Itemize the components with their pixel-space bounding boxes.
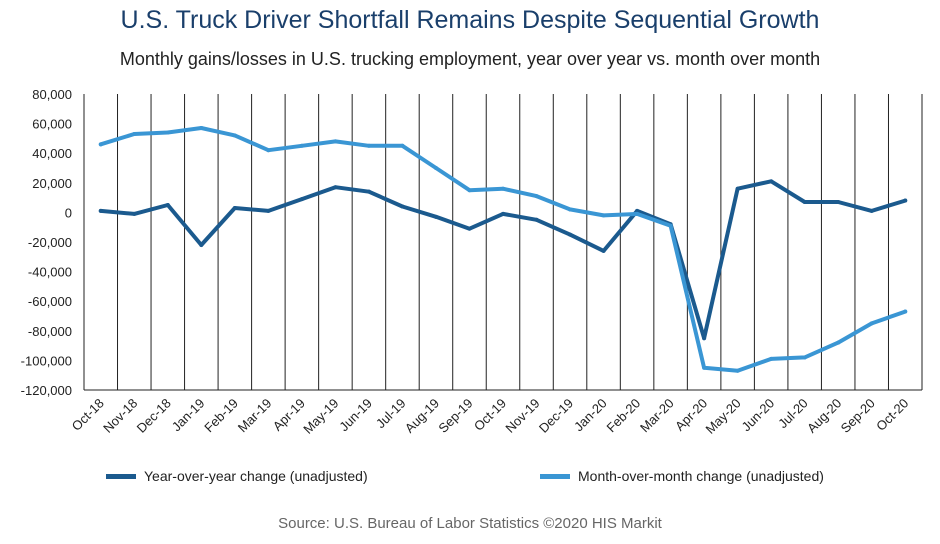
data-point-mom — [433, 166, 438, 170]
data-point-mom — [534, 194, 539, 199]
chart-subtitle: Monthly gains/losses in U.S. trucking em… — [119, 49, 821, 69]
data-point-yoy — [232, 205, 237, 210]
data-point-yoy — [836, 200, 841, 205]
x-tick-label: Jan-19 — [169, 396, 208, 435]
data-point-yoy — [467, 226, 472, 231]
data-point-mom — [232, 133, 237, 138]
data-point-mom — [903, 309, 908, 314]
data-point-mom — [635, 211, 640, 216]
data-point-mom — [568, 207, 573, 212]
data-point-yoy — [165, 203, 170, 207]
y-tick-label: 0 — [65, 205, 72, 220]
legend-swatch-mom — [540, 473, 570, 479]
data-point-mom — [98, 142, 103, 147]
data-point-mom — [802, 355, 807, 360]
legend-item-mom: Month-over-month change (unadjusted) — [540, 468, 824, 484]
data-point-yoy — [534, 217, 539, 222]
data-point-mom — [299, 143, 304, 148]
series-lines — [98, 126, 908, 373]
data-point-mom — [836, 340, 841, 345]
y-tick-label: 20,000 — [32, 176, 72, 191]
y-tick-label: -80,000 — [28, 324, 72, 339]
x-tick-label: Feb-20 — [603, 396, 643, 436]
x-tick-label: May-20 — [702, 396, 743, 437]
source-note: Source: U.S. Bureau of Labor Statistics … — [278, 515, 662, 532]
data-point-mom — [333, 139, 338, 144]
data-point-yoy — [869, 208, 874, 213]
y-tick-label: 80,000 — [32, 87, 72, 102]
data-point-yoy — [568, 232, 573, 237]
data-point-mom — [199, 126, 204, 131]
data-point-yoy — [802, 200, 807, 205]
x-tick-label: Dec-18 — [134, 396, 174, 436]
data-point-yoy — [903, 198, 908, 203]
data-point-mom — [467, 188, 472, 193]
x-tick-label: Jun-20 — [739, 396, 778, 435]
x-tick-label: Sep-20 — [838, 396, 878, 436]
x-tick-label: Jan-20 — [571, 396, 610, 435]
data-point-yoy — [735, 186, 740, 191]
x-tick-label: Aug-19 — [402, 396, 442, 436]
x-tick-label: Jun-19 — [336, 396, 375, 435]
data-point-mom — [132, 131, 137, 136]
x-tick-label: May-19 — [300, 396, 341, 437]
data-point-mom — [400, 143, 405, 148]
data-point-yoy — [98, 208, 103, 213]
x-tick-label: Sep-19 — [435, 396, 475, 436]
data-point-yoy — [333, 185, 338, 190]
x-tick-label: Aug-20 — [804, 396, 844, 436]
legend-label-mom: Month-over-month change (unadjusted) — [578, 468, 824, 484]
y-tick-label: -60,000 — [28, 294, 72, 309]
x-tick-label: Nov-18 — [100, 396, 140, 436]
x-tick-label: Mar-20 — [637, 396, 677, 436]
data-point-yoy — [132, 211, 137, 216]
data-point-yoy — [601, 248, 606, 253]
x-tick-label: Dec-19 — [536, 396, 576, 436]
x-tick-label: Oct-18 — [69, 396, 107, 434]
legend-item-yoy: Year-over-year change (unadjusted) — [106, 468, 368, 484]
data-point-yoy — [433, 214, 438, 219]
data-point-mom — [869, 321, 874, 326]
y-tick-label: 60,000 — [32, 117, 72, 132]
data-point-yoy — [501, 211, 505, 216]
x-tick-label: Oct-20 — [873, 396, 911, 434]
data-point-mom — [769, 356, 774, 361]
x-tick-label: Oct-19 — [471, 396, 509, 434]
data-point-mom — [266, 148, 271, 153]
chart-title: U.S. Truck Driver Shortfall Remains Desp… — [120, 6, 820, 34]
x-axis-ticks: Oct-18Nov-18Dec-18Jan-19Feb-19Mar-19Apr-… — [69, 396, 912, 437]
data-point-mom — [668, 223, 673, 228]
data-point-yoy — [400, 204, 405, 209]
data-point-mom — [702, 365, 707, 370]
y-tick-label: 40,000 — [32, 146, 72, 161]
data-point-yoy — [702, 336, 707, 341]
x-tick-label: Feb-19 — [201, 396, 241, 436]
legend-swatch-yoy — [106, 473, 136, 479]
y-tick-label: -40,000 — [28, 265, 72, 280]
data-point-yoy — [769, 179, 774, 184]
y-tick-label: -100,000 — [21, 353, 72, 368]
y-axis-ticks: 80,000 60,000 40,000 20,000 0 -20,000 -40,000 -… — [21, 87, 72, 398]
data-point-yoy — [366, 189, 371, 194]
series-line-mom — [98, 126, 908, 373]
data-point-mom — [735, 368, 740, 373]
y-tick-label: -120,000 — [21, 383, 72, 398]
data-point-mom — [501, 186, 505, 191]
data-point-mom — [165, 130, 170, 135]
data-point-yoy — [635, 208, 640, 213]
data-point-mom — [601, 213, 606, 218]
x-tick-label: Mar-19 — [235, 396, 275, 436]
grid — [83, 94, 923, 390]
data-point-mom — [366, 143, 371, 148]
data-point-yoy — [266, 208, 271, 213]
data-point-yoy — [199, 242, 204, 247]
x-tick-label: Nov-19 — [502, 396, 542, 436]
series-line-yoy — [98, 179, 908, 341]
legend-label-yoy: Year-over-year change (unadjusted) — [144, 468, 368, 484]
y-tick-label: -20,000 — [28, 235, 72, 250]
data-point-yoy — [299, 197, 304, 202]
